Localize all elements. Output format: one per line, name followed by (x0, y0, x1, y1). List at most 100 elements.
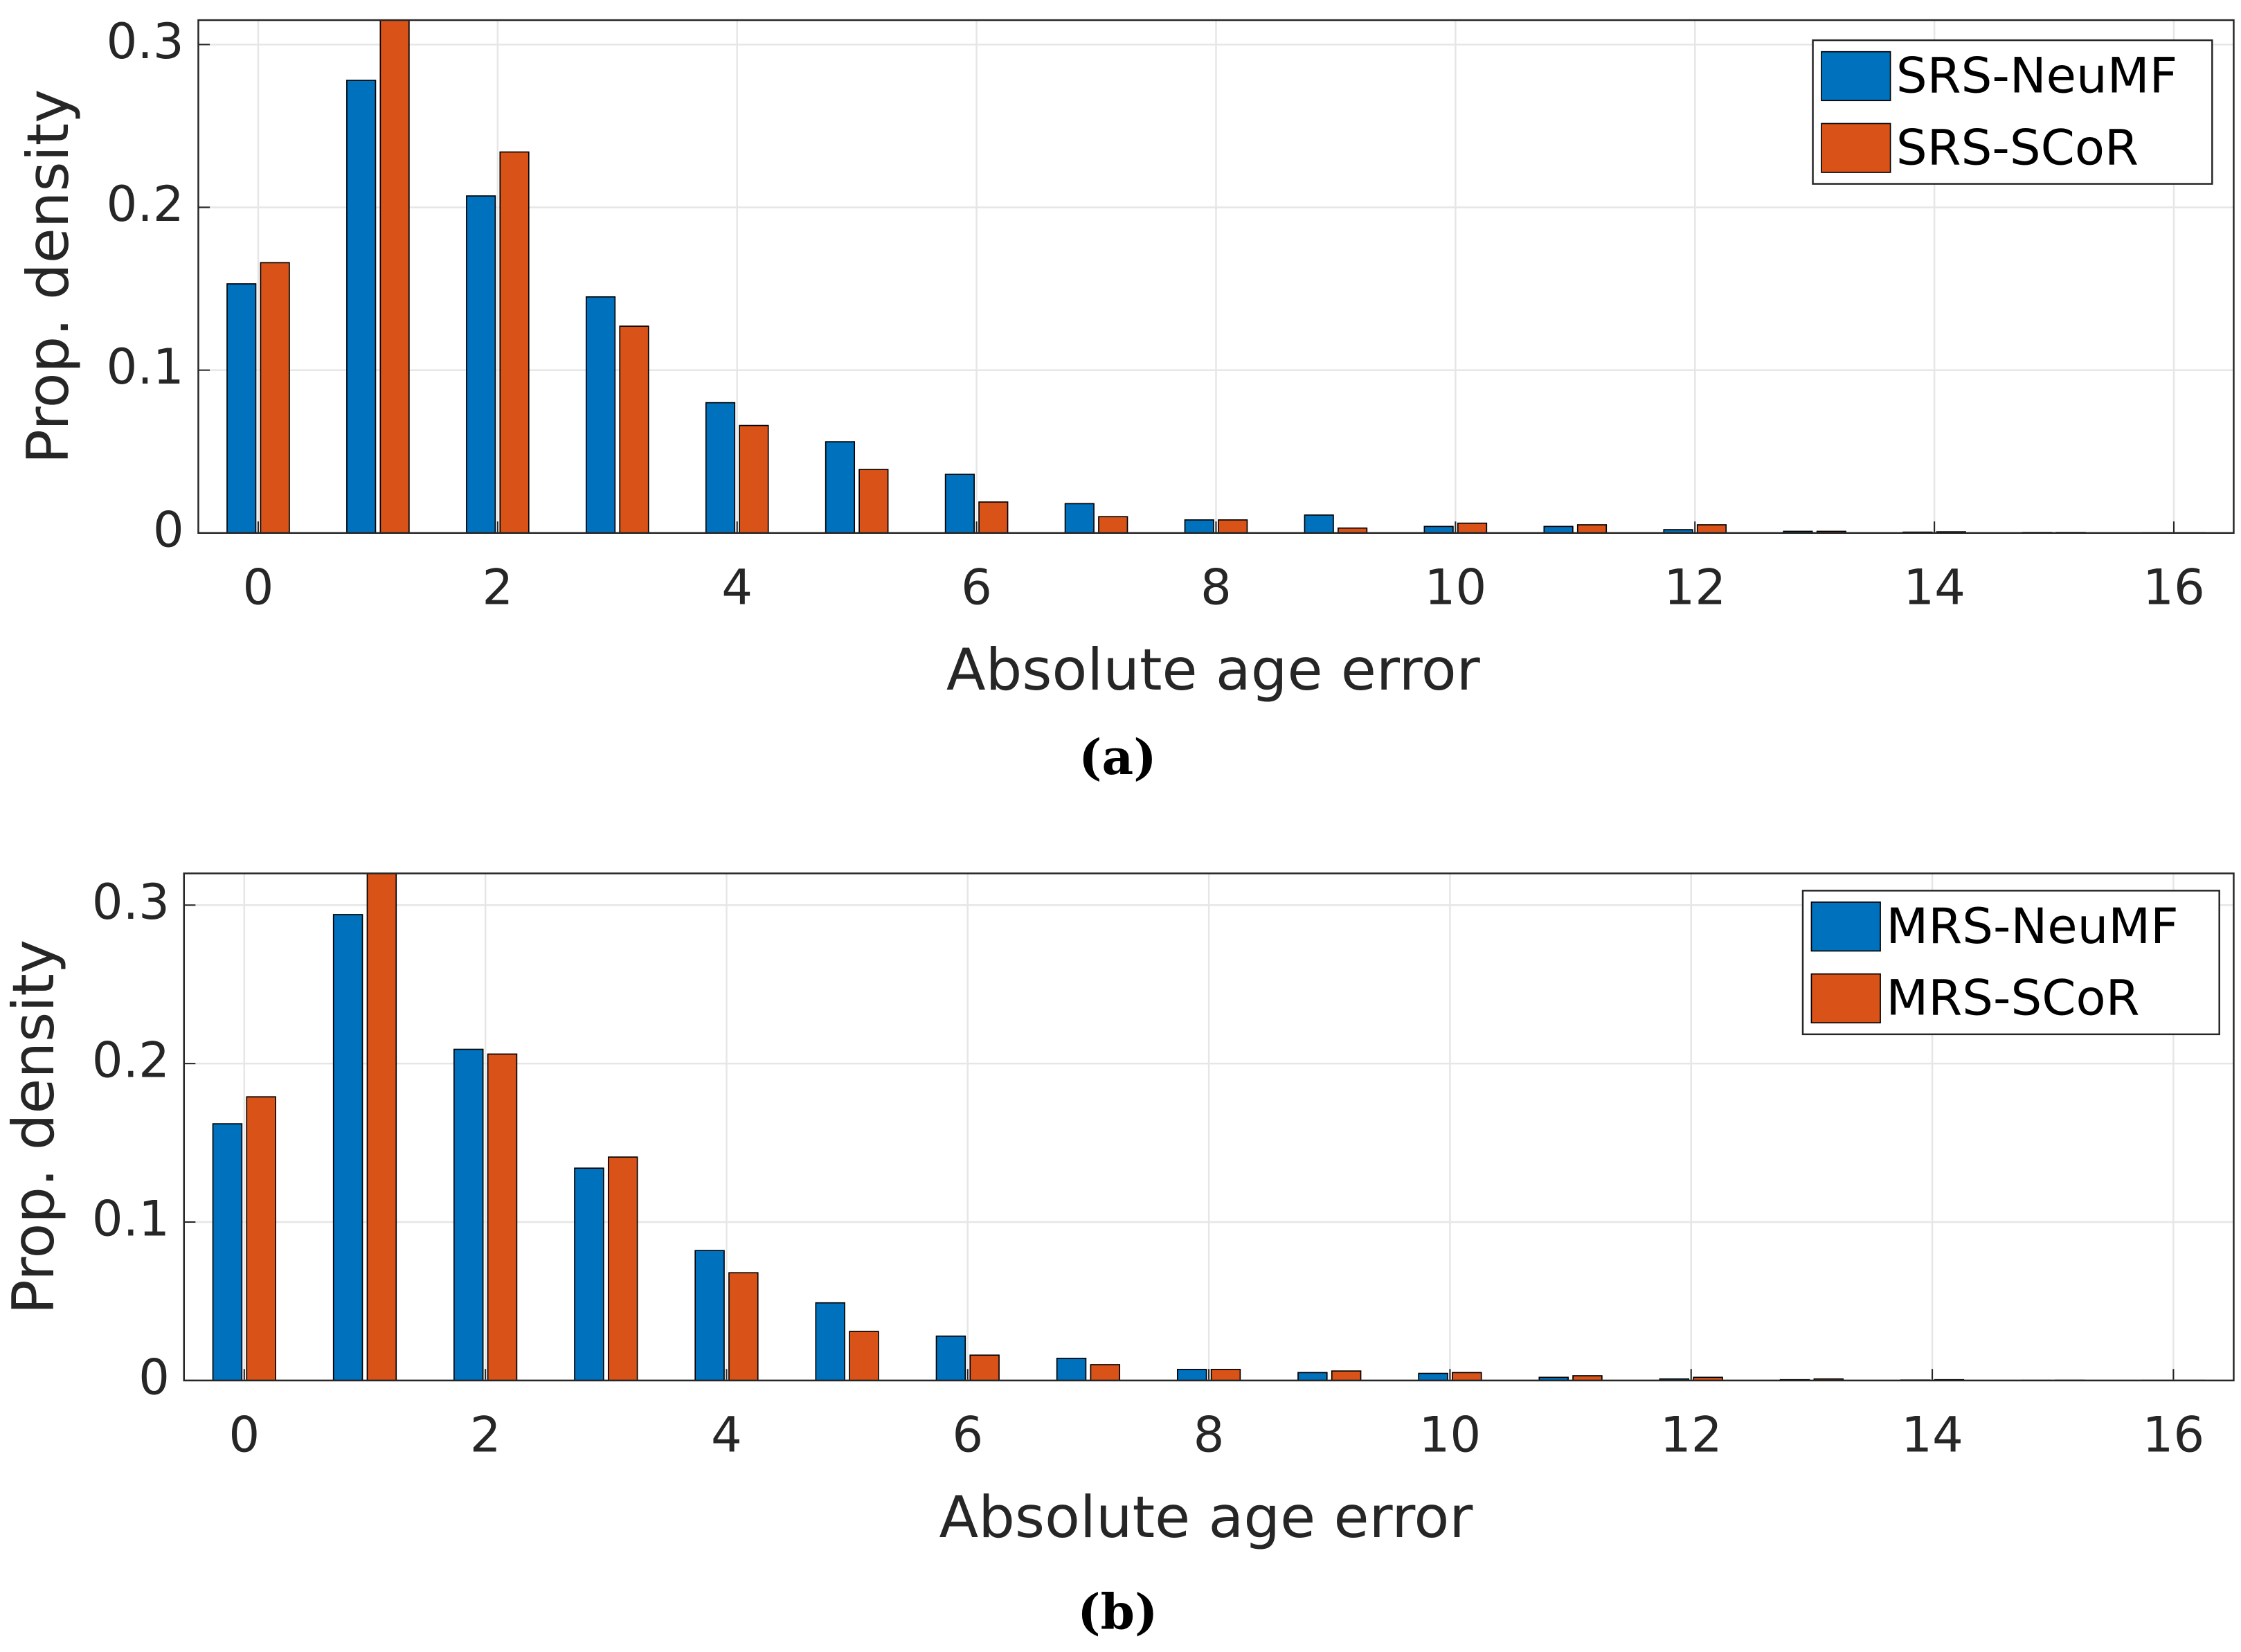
bar (935, 1335, 966, 1381)
legend-label: SRS-SCoR (1896, 119, 2139, 176)
bar (825, 441, 856, 533)
bar (969, 1354, 1000, 1381)
bar (858, 469, 889, 533)
y-tick-label: 0 (138, 1349, 170, 1406)
legend-label: MRS-SCoR (1886, 970, 2139, 1027)
legend: SRS-NeuMF SRS-SCoR (1812, 39, 2213, 185)
x-tick-label: 14 (1901, 1406, 1963, 1463)
x-tick-label: 8 (1194, 1406, 1225, 1463)
x-tick-label: 2 (470, 1406, 501, 1463)
bar (260, 262, 290, 533)
bar (466, 195, 496, 533)
bar (694, 1250, 725, 1381)
axes-box (197, 19, 2235, 534)
y-tick-label: 0 (153, 501, 184, 558)
chart: 0 2 4 6 8 10 12 14 16 0 0.1 0.2 0.3 Absolute age erro… (15, 13, 2235, 786)
bar (1184, 519, 1214, 533)
bar (226, 283, 257, 533)
y-tick-label: 0.1 (92, 1191, 170, 1248)
x-tick-label: 4 (721, 559, 753, 616)
bar (1331, 1370, 1362, 1381)
legend: MRS-NeuMF MRS-SCoR (1801, 890, 2220, 1036)
bar (1064, 503, 1095, 533)
legend-swatch (1821, 123, 1891, 173)
bar (1696, 524, 1727, 533)
bar (815, 1302, 845, 1381)
chart: 0 2 4 6 8 10 12 14 16 0 0.1 0.2 0.3 Absolute age erro… (0, 872, 2235, 1641)
legend-swatch (1810, 901, 1881, 952)
bar (1693, 1376, 1723, 1381)
y-tick-label: 0.2 (107, 176, 184, 233)
bar (574, 1167, 604, 1381)
y-axis-label: Prop. density (0, 940, 67, 1314)
bar (705, 402, 736, 533)
axes-box (183, 872, 2235, 1382)
bar (346, 80, 377, 533)
y-tick-label: 0.3 (92, 874, 170, 931)
bar (1338, 527, 1368, 533)
bar (1543, 526, 1574, 533)
legend-swatch (1821, 51, 1891, 102)
bar (1056, 1357, 1087, 1381)
bars (226, 20, 2206, 533)
bar (366, 873, 397, 1381)
bar (739, 424, 769, 533)
x-tick-label: 12 (1664, 559, 1726, 616)
bar (1090, 1364, 1121, 1381)
x-tick-label: 6 (952, 1406, 983, 1463)
x-tick-label: 12 (1660, 1406, 1722, 1463)
bar (1457, 522, 1488, 533)
bar (379, 20, 410, 533)
bar (1538, 1376, 1569, 1381)
x-tick-label: 10 (1424, 559, 1486, 616)
x-axis-label: Absolute age error (946, 636, 1481, 703)
x-tick-label: 16 (2143, 1406, 2205, 1463)
bar (1452, 1372, 1482, 1381)
bar (1297, 1372, 1328, 1381)
x-tick-label: 2 (482, 559, 513, 616)
bar (1218, 519, 1248, 533)
bar (978, 501, 1009, 533)
x-tick-label: 8 (1200, 559, 1232, 616)
legend-label: SRS-NeuMF (1896, 48, 2177, 105)
y-tick-label: 0.2 (92, 1032, 170, 1089)
bar (1418, 1372, 1448, 1381)
bar (728, 1272, 759, 1381)
caption: (a) (1079, 728, 1156, 786)
bar (1423, 526, 1454, 533)
legend-swatch (1810, 973, 1881, 1024)
bar (1663, 529, 1693, 533)
bar (607, 1156, 638, 1381)
bar (212, 1123, 243, 1381)
legend-label: MRS-NeuMF (1886, 898, 2178, 955)
bar (332, 914, 363, 1381)
x-tick-label: 16 (2143, 559, 2205, 616)
bar (1098, 516, 1128, 533)
x-tick-label: 10 (1419, 1406, 1482, 1463)
x-tick-label: 4 (711, 1406, 742, 1463)
caption: (b) (1077, 1583, 1158, 1641)
bar (1176, 1369, 1207, 1381)
x-tick-label: 0 (243, 559, 274, 616)
bar (849, 1331, 879, 1381)
bar (1210, 1369, 1241, 1381)
y-tick-label: 0.1 (107, 339, 184, 395)
bar (499, 151, 530, 533)
bar (1304, 514, 1334, 533)
bar (619, 325, 649, 533)
bar (246, 1096, 276, 1381)
y-tick-label: 0.3 (107, 13, 184, 70)
x-tick-label: 6 (961, 559, 992, 616)
bar (944, 474, 975, 533)
x-axis-label: Absolute age error (939, 1484, 1473, 1551)
bar (585, 296, 616, 533)
bar (1576, 524, 1608, 533)
x-tick-label: 0 (228, 1406, 260, 1463)
bar (487, 1053, 518, 1381)
bars (212, 873, 2206, 1381)
bar (453, 1048, 484, 1381)
x-tick-label: 14 (1903, 559, 1965, 616)
y-axis-label: Prop. density (15, 89, 82, 464)
